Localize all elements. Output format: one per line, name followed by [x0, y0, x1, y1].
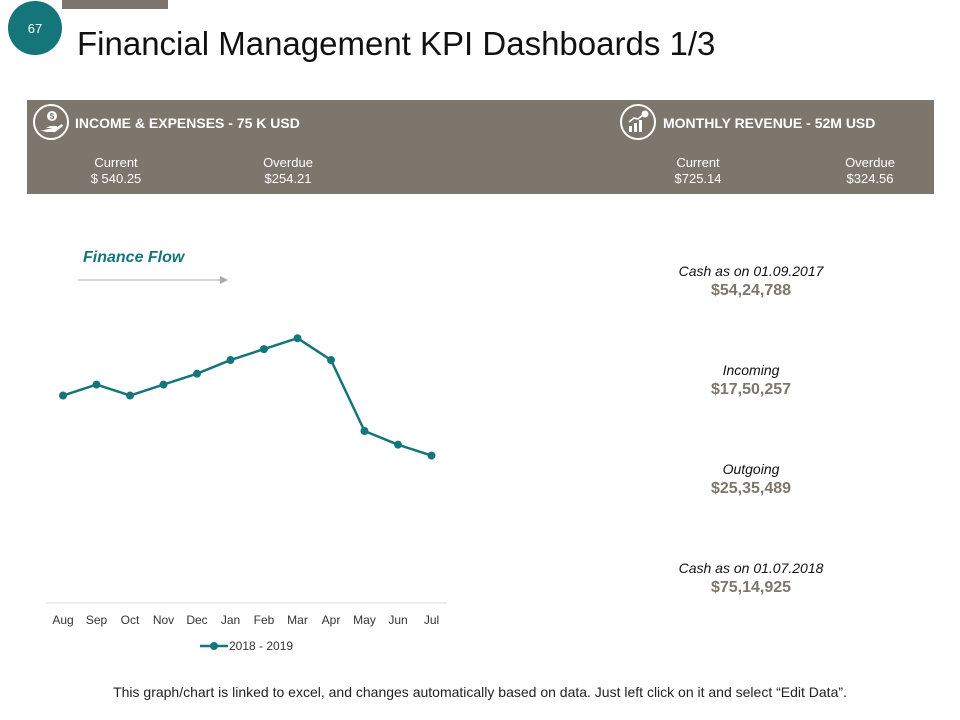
data-point-mar: [293, 334, 302, 343]
stat-cash-start-label: Cash as on 01.09.2017: [678, 263, 824, 279]
kpi-band: $ INCOME & EXPENSES - 75 K USD Current $…: [27, 100, 934, 194]
data-point-nov: [159, 380, 168, 389]
data-point-jun: [394, 440, 402, 449]
stat-cash-end-value: $75,14,925: [710, 579, 792, 596]
legend-marker: [210, 642, 218, 650]
data-point-dec: [193, 369, 201, 378]
top-accent-strip: [62, 0, 168, 9]
kpi-income-overdue-label: Overdue: [263, 155, 313, 170]
x-tick-label-jan: Jan: [221, 613, 240, 627]
x-tick-label-may: May: [353, 613, 376, 627]
growth-chart-icon: [620, 104, 656, 140]
x-tick-label-sep: Sep: [86, 613, 108, 627]
x-tick-label-oct: Oct: [121, 613, 140, 627]
stat-outgoing: Outgoing $25,35,489: [636, 461, 866, 498]
data-point-jul: [427, 451, 436, 460]
kpi-income-current-value: $ 540.25: [90, 171, 142, 186]
legend-label: 2018 - 2019: [229, 639, 293, 653]
x-tick-label-apr: Apr: [322, 613, 341, 627]
data-point-oct: [126, 391, 134, 400]
kpi-income-overdue-value: $254.21: [264, 171, 312, 186]
x-tick-label-dec: Dec: [186, 613, 207, 627]
page-title: Financial Management KPI Dashboards 1/3: [77, 25, 716, 62]
stat-incoming: Incoming $17,50,257: [636, 362, 866, 399]
stat-cash-end-label: Cash as on 01.07.2018: [678, 560, 824, 576]
page-number-badge: 67: [8, 1, 62, 55]
stat-incoming-value: $17,50,257: [710, 381, 792, 398]
data-point-feb: [260, 345, 268, 354]
stat-outgoing-label: Outgoing: [722, 461, 780, 477]
stat-outgoing-value: $25,35,489: [710, 480, 792, 497]
kpi-heading-income-expenses: INCOME & EXPENSES - 75 K USD: [75, 115, 300, 131]
x-tick-label-mar: Mar: [287, 613, 308, 627]
x-tick-label-jul: Jul: [424, 613, 439, 627]
data-point-aug: [59, 391, 67, 400]
finance-flow-title: Finance Flow: [83, 249, 185, 266]
hand-dollar-icon: $: [33, 104, 69, 140]
stat-incoming-label: Incoming: [722, 362, 780, 378]
stat-cash-end: Cash as on 01.07.2018 $75,14,925: [636, 560, 866, 597]
kpi-revenue-overdue-value: $324.56: [846, 171, 894, 186]
finance-flow-arrow: [78, 276, 228, 284]
x-tick-label-jun: Jun: [388, 613, 407, 627]
kpi-revenue-current: Current $725.14: [638, 155, 758, 187]
kpi-heading-monthly-revenue: MONTHLY REVENUE - 52M USD: [663, 115, 876, 131]
data-point-sep: [92, 380, 101, 389]
kpi-revenue-current-value: $725.14: [674, 171, 722, 186]
kpi-revenue-overdue-label: Overdue: [845, 155, 895, 170]
kpi-income-current-label: Current: [94, 155, 138, 170]
data-point-jan: [226, 356, 235, 365]
finance-flow-chart: Aug Sep Oct Nov Dec Jan Feb Mar Apr May Jun Jul 2018…: [46, 334, 447, 653]
stat-cash-start-value: $54,24,788: [710, 282, 792, 299]
x-tick-label-feb: Feb: [254, 613, 275, 627]
x-tick-label-nov: Nov: [153, 613, 174, 627]
data-point-may: [360, 427, 369, 436]
kpi-revenue-overdue: Overdue $324.56: [810, 155, 930, 187]
series-line-2018-2019: [62, 336, 432, 457]
svg-text:$: $: [50, 112, 55, 121]
footnote: This graph/chart is linked to excel, and…: [113, 684, 847, 700]
data-point-apr: [327, 356, 335, 365]
kpi-income-current: Current $ 540.25: [56, 155, 176, 187]
x-tick-label-aug: Aug: [52, 613, 73, 627]
kpi-income-overdue: Overdue $254.21: [228, 155, 348, 187]
stat-cash-start: Cash as on 01.09.2017 $54,24,788: [636, 263, 866, 300]
kpi-revenue-current-label: Current: [676, 155, 720, 170]
